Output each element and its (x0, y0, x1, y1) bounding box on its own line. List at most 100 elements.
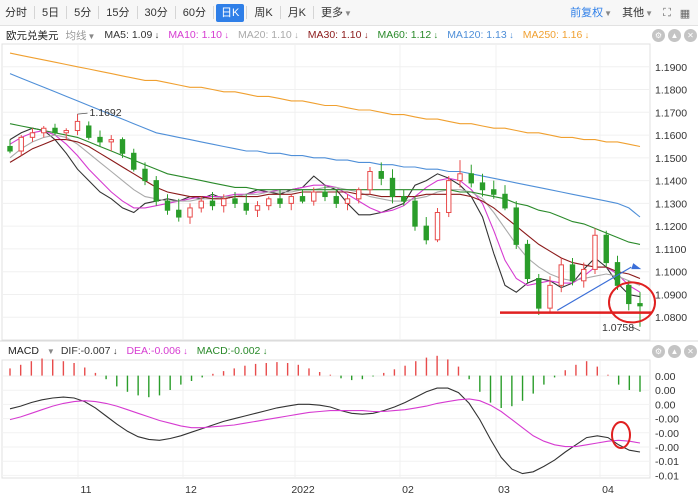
macd-tick-label: 0.00 (655, 399, 676, 411)
legend-value: DIF:-0.007 (60, 345, 111, 357)
legend-value: MA30: 1.10 (307, 29, 362, 41)
low-annotation: 1.0758 (602, 322, 634, 334)
candle-body (637, 303, 643, 307)
down-arrow-icon: ↓ (222, 30, 230, 40)
candle-body (389, 177, 396, 198)
toolbar-separator (174, 6, 176, 19)
candle-body (243, 202, 249, 211)
collapse-icon[interactable]: ▲ (668, 29, 681, 42)
period-button[interactable]: 30分 (144, 6, 168, 19)
adjust-dropdown[interactable]: 前复权▼ (565, 4, 617, 22)
down-arrow-icon: ↓ (180, 346, 188, 356)
price-plot-frame (1, 43, 651, 341)
candle-body (367, 171, 373, 191)
avg-label-text: 均线 (65, 29, 87, 42)
candle-body (198, 200, 204, 209)
period-toolbar: 分时 5日 5分 15分 30分 60分 日K 周K 月K 更多▼ (0, 0, 698, 26)
period-button[interactable]: 5日 (42, 6, 60, 19)
legend-item[interactable]: MA30: 1.10 ↓ (308, 29, 369, 41)
toolbar-separator (66, 6, 68, 19)
candle-body (176, 209, 182, 218)
time-tick-label: 03 (498, 484, 510, 496)
other-dropdown[interactable]: 其他▼ (617, 4, 658, 22)
period-button[interactable]: 60分 (182, 6, 206, 19)
close-icon[interactable]: ✕ (684, 29, 697, 42)
candle-body (468, 173, 474, 184)
candle-body (603, 234, 609, 264)
down-arrow-icon: ↓ (291, 30, 299, 40)
candle-body (277, 198, 283, 204)
price-tick-label: 1.1000 (655, 267, 687, 279)
legend-item[interactable]: MA5: 1.09 ↓ (104, 29, 159, 41)
legend-item[interactable]: MA10: 1.10 ↓ (168, 29, 229, 41)
price-tick-label: 1.1100 (655, 244, 686, 256)
avg-label[interactable]: 均线▼ (66, 28, 96, 43)
legend-item[interactable]: MA250: 1.16 ↓ (523, 29, 590, 41)
price-tick-label: 1.1400 (655, 176, 687, 188)
legend-item[interactable]: MACD:-0.002 ↓ (197, 345, 268, 357)
price-tick-label: 1.1300 (655, 198, 687, 210)
period-button[interactable]: 更多▼ (321, 6, 352, 19)
period-button[interactable]: 周K (254, 6, 273, 19)
candle-body (457, 173, 463, 182)
candle-body (502, 193, 508, 209)
toolbar-separator (136, 6, 138, 19)
price-tick-label: 1.1900 (655, 62, 687, 74)
time-tick-label: 04 (602, 484, 614, 496)
legend-item[interactable]: DIF:-0.007 ↓ (61, 345, 118, 357)
period-button[interactable]: 月K (287, 6, 307, 19)
settings-icon[interactable]: ⚙ (652, 29, 665, 42)
macd-line-dea (9, 398, 641, 448)
adjust-label: 前复权 (570, 7, 604, 19)
candle-body (29, 132, 36, 138)
candle-body (221, 198, 227, 207)
ma-line-ma250 (9, 52, 641, 148)
chevron-down-icon[interactable]: ▼ (46, 346, 55, 356)
candle-body (412, 200, 418, 227)
highlight-circle (608, 281, 656, 324)
legend-item[interactable]: DEA:-0.006 ↓ (126, 345, 187, 357)
time-tick-label: 02 (402, 484, 414, 496)
close-icon[interactable]: ✕ (684, 345, 697, 358)
macd-tick-label: 0.00 (655, 385, 676, 397)
candle-body (513, 207, 519, 245)
candle-body (142, 168, 148, 182)
macd-tick-label: -0.01 (655, 470, 679, 482)
time-tick-label: 12 (185, 484, 197, 496)
price-tick-label: 1.1800 (655, 85, 687, 97)
candle-body (401, 196, 407, 202)
down-arrow-icon: ↓ (260, 346, 268, 356)
settings-icon[interactable]: ⚙ (652, 345, 665, 358)
candle-body (299, 196, 306, 202)
ma-line-ma120 (9, 73, 641, 218)
legend-value: MA250: 1.16 (522, 29, 583, 41)
candle-body (108, 139, 114, 143)
macd-legend-items: DIF:-0.007 ↓ DEA:-0.006 ↓ MACD:-0.002 ↓ (61, 345, 277, 357)
down-arrow-icon: ↓ (361, 30, 369, 40)
period-button[interactable]: 日K (216, 3, 245, 22)
chevron-down-icon: ▼ (87, 31, 96, 41)
period-button[interactable]: 5分 (74, 6, 92, 19)
candle-body (164, 200, 171, 211)
ma-legend-items: MA5: 1.09 ↓ MA10: 1.10 ↓ MA20: 1.10 ↓ MA30:… (104, 29, 598, 41)
candle-body (344, 198, 351, 204)
grid-icon[interactable]: ▦ (679, 7, 691, 20)
collapse-icon[interactable]: ▲ (668, 345, 681, 358)
legend-item[interactable]: MA120: 1.13 ↓ (447, 29, 514, 41)
candle-body (558, 264, 564, 286)
toolbar-separator (98, 6, 100, 19)
period-button[interactable]: 分时 (5, 6, 27, 19)
legend-item[interactable]: MA20: 1.10 ↓ (238, 29, 299, 41)
time-tick-label: 2022 (291, 484, 315, 496)
legend-item[interactable]: MA60: 1.12 ↓ (377, 29, 438, 41)
period-button[interactable]: 15分 (106, 6, 130, 19)
main-legend: 欧元兑美元 均线▼ MA5: 1.09 ↓ MA10: 1.10 ↓ MA20: 1… (0, 26, 698, 44)
candle-body (322, 191, 328, 198)
macd-tick-label: -0.01 (655, 456, 679, 468)
legend-value: MACD:-0.002 (196, 345, 261, 357)
candle-body (119, 139, 126, 154)
fullscreen-icon[interactable]: ⛶ (663, 6, 671, 19)
price-tick-label: 1.1600 (655, 130, 687, 142)
candle-body (41, 127, 47, 134)
